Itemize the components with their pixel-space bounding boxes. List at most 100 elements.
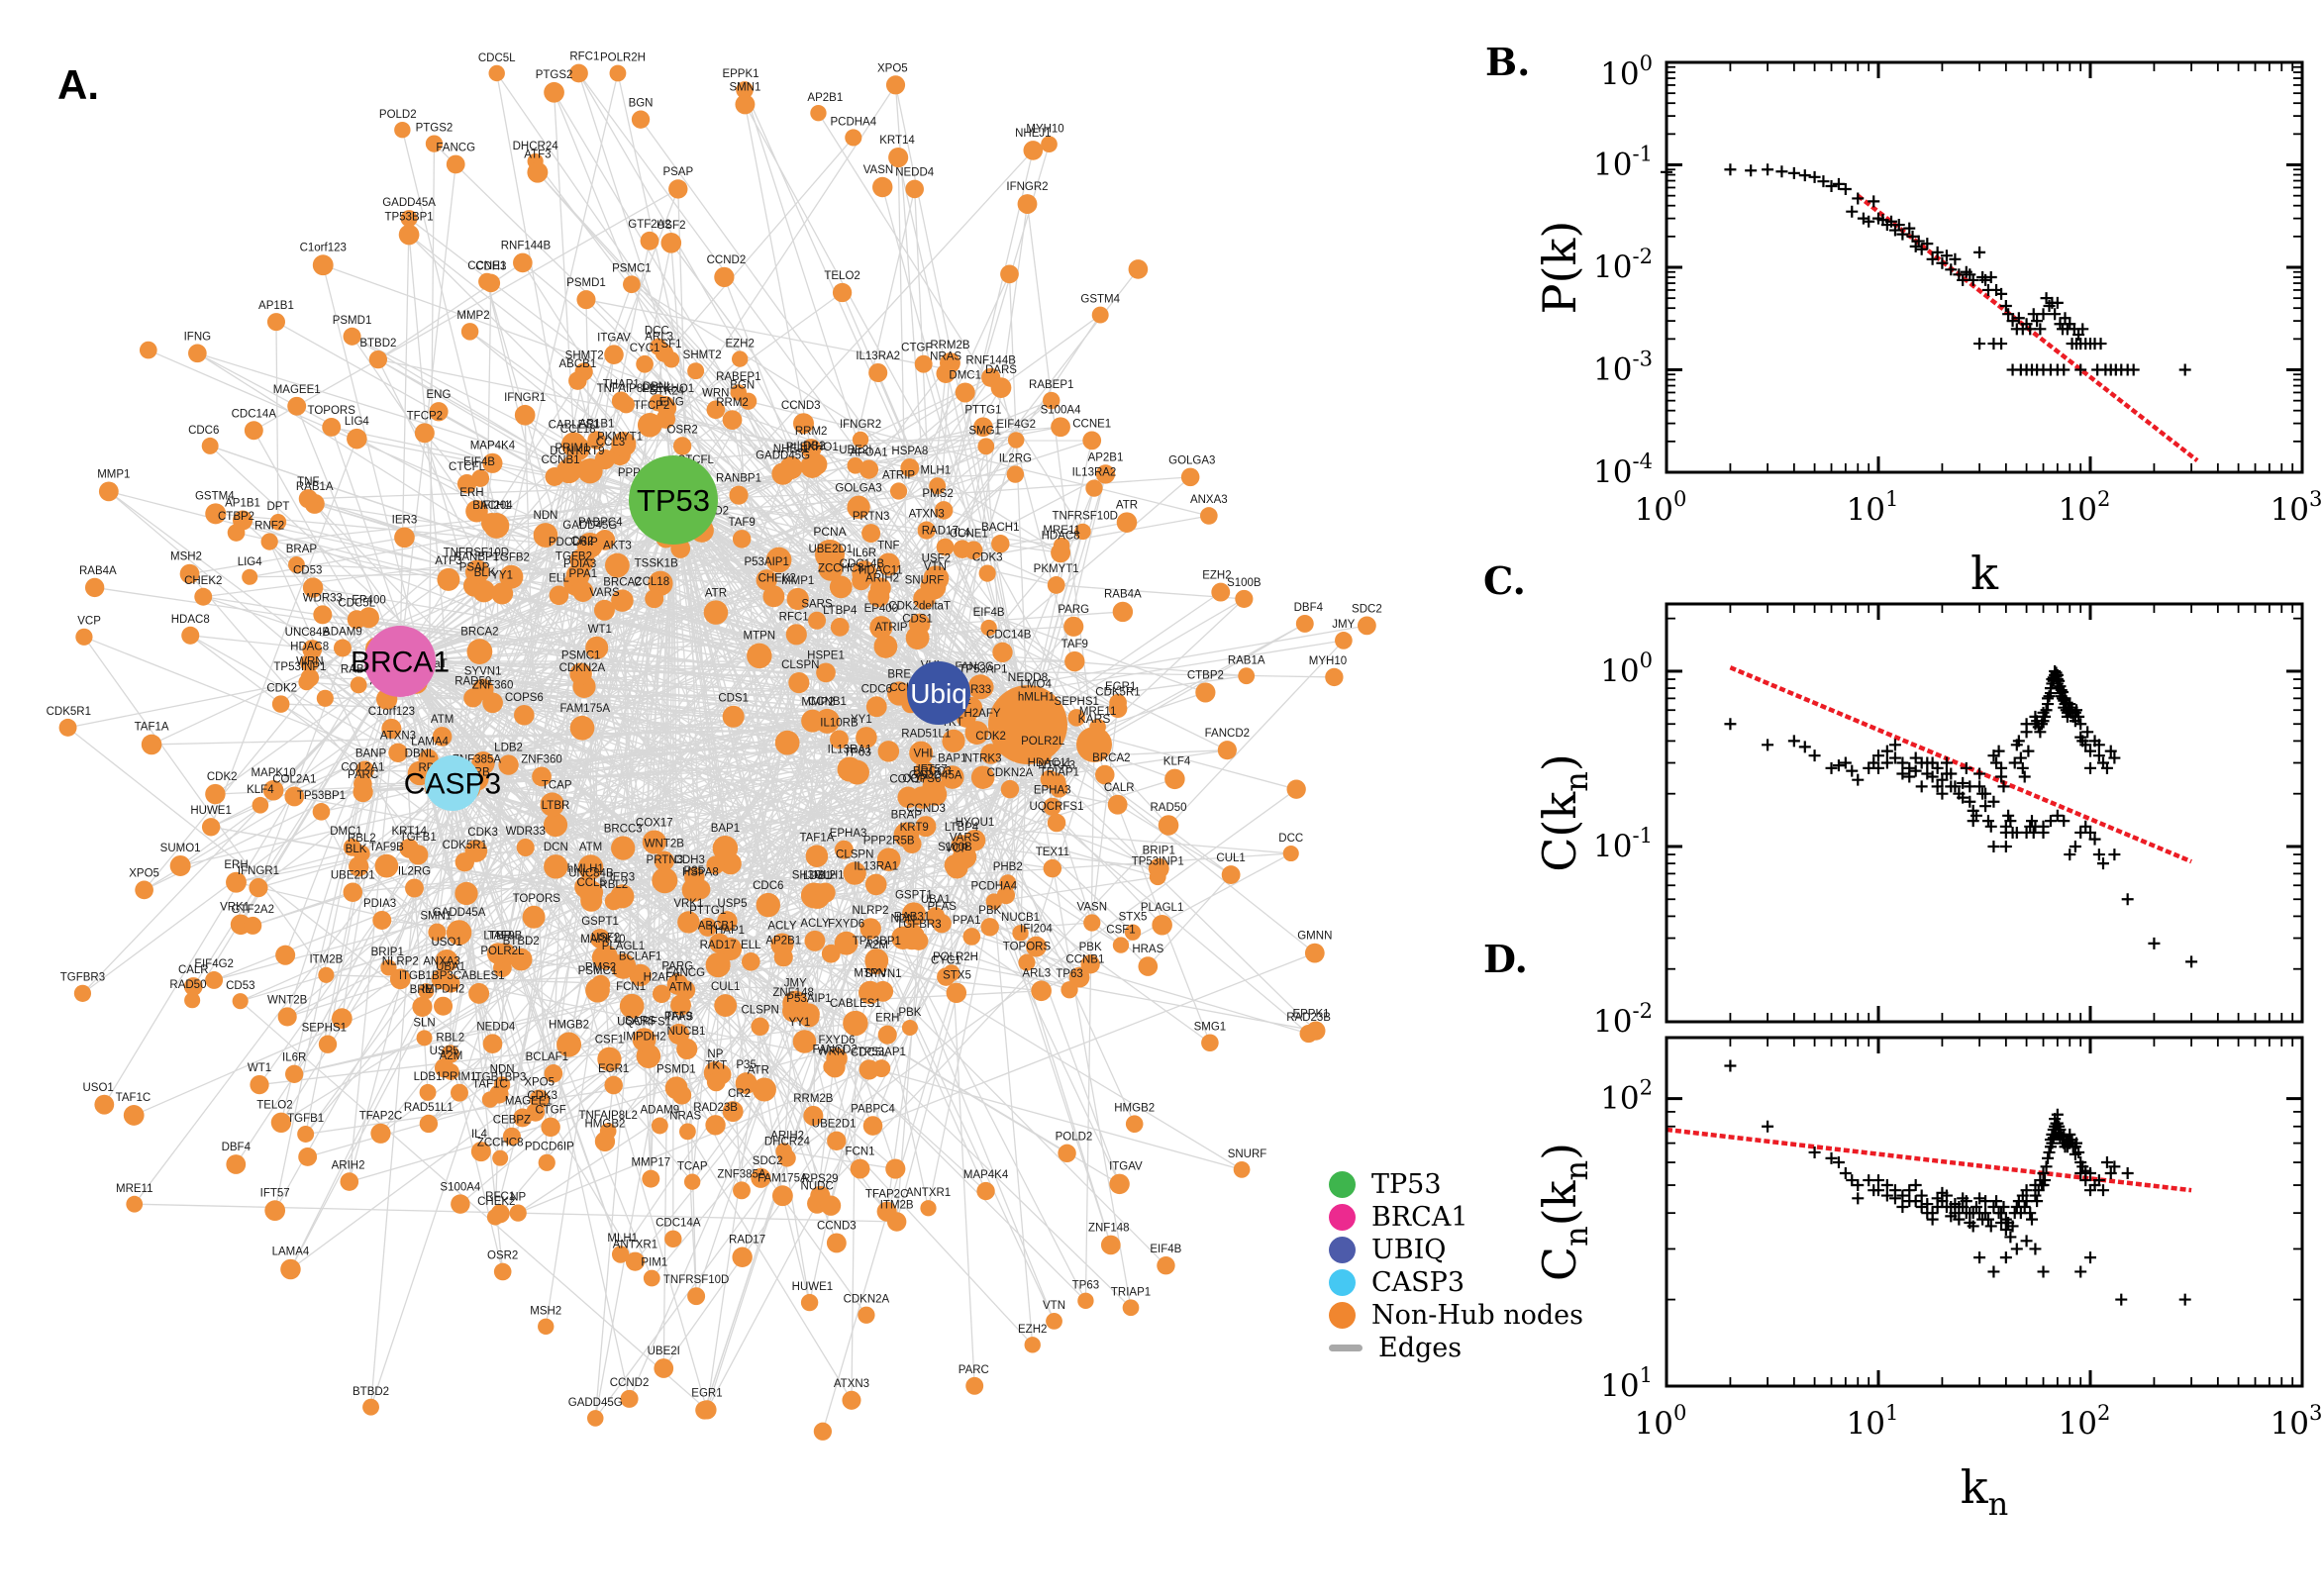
svg-text:CR2: CR2: [728, 1088, 751, 1100]
y-tick-label: 100: [1600, 50, 1653, 92]
x-tick-label: 103: [2271, 486, 2323, 528]
svg-text:IER3: IER3: [392, 514, 418, 526]
svg-text:RRM2: RRM2: [716, 397, 749, 409]
svg-text:CDC5L: CDC5L: [851, 1047, 888, 1058]
svg-text:CDK2: CDK2: [207, 771, 238, 783]
svg-text:SARS: SARS: [801, 599, 833, 611]
svg-text:ANTXR1: ANTXR1: [613, 1240, 657, 1251]
svg-text:PDIA3: PDIA3: [563, 558, 596, 570]
svg-text:SYVN1: SYVN1: [464, 666, 502, 678]
svg-text:CCL18: CCL18: [634, 576, 669, 588]
svg-text:VRK1: VRK1: [673, 898, 703, 910]
svg-text:VASN: VASN: [1077, 901, 1107, 913]
svg-text:DPT: DPT: [266, 501, 289, 513]
svg-text:BRE: BRE: [887, 668, 911, 680]
svg-text:CCND2: CCND2: [610, 1377, 650, 1389]
y-tick-label: 10-2: [1593, 998, 1653, 1040]
svg-text:PFAS: PFAS: [927, 901, 957, 913]
svg-text:PDIA3: PDIA3: [363, 898, 396, 910]
svg-text:PARC: PARC: [959, 1364, 989, 1376]
svg-text:WDR33: WDR33: [506, 826, 546, 838]
svg-text:KRT14: KRT14: [879, 135, 915, 147]
node-swatch-icon: [1329, 1269, 1356, 1296]
svg-text:ZNF148: ZNF148: [1088, 1223, 1130, 1235]
node-swatch-icon: [1329, 1302, 1356, 1329]
svg-text:BLK: BLK: [474, 567, 496, 579]
svg-text:CDC14A: CDC14A: [232, 408, 277, 420]
svg-text:RAD50: RAD50: [1150, 802, 1186, 814]
x-tick-label: 103: [2271, 1400, 2323, 1442]
svg-text:TP63: TP63: [1072, 1280, 1100, 1292]
svg-text:USF2: USF2: [656, 220, 685, 232]
svg-text:KLF4: KLF4: [1163, 756, 1191, 768]
svg-text:CHEK2: CHEK2: [758, 572, 796, 584]
svg-text:HDAC8: HDAC8: [1042, 530, 1080, 542]
svg-text:MMP1: MMP1: [781, 575, 814, 587]
svg-text:MAGEE1: MAGEE1: [273, 384, 321, 396]
svg-text:PMS2: PMS2: [585, 962, 616, 974]
svg-text:ZNF360: ZNF360: [521, 753, 562, 765]
svg-text:RAD50: RAD50: [169, 979, 206, 991]
svg-text:PTTG1: PTTG1: [964, 405, 1001, 417]
svg-text:TRIAP1: TRIAP1: [1040, 767, 1079, 779]
svg-text:MAPK10: MAPK10: [580, 934, 625, 946]
svg-text:XPO5: XPO5: [877, 62, 908, 74]
svg-text:LDB2: LDB2: [494, 742, 523, 753]
svg-text:CDK2: CDK2: [975, 731, 1006, 743]
svg-text:PTGS2: PTGS2: [536, 69, 573, 81]
svg-text:ARIH2: ARIH2: [865, 572, 899, 584]
svg-text:USF2: USF2: [922, 552, 951, 564]
svg-text:EZH2: EZH2: [1018, 1324, 1047, 1336]
svg-text:POLR2L: POLR2L: [1021, 736, 1065, 748]
svg-text:TKT: TKT: [705, 1060, 727, 1072]
svg-text:ANTXR1: ANTXR1: [906, 1187, 951, 1199]
svg-text:WRN: WRN: [818, 1046, 845, 1057]
svg-text:CD53: CD53: [226, 980, 254, 992]
svg-text:ATXN3: ATXN3: [909, 509, 945, 521]
core-node: [1076, 727, 1112, 762]
svg-text:PPA1: PPA1: [953, 915, 981, 927]
svg-text:PTTG1: PTTG1: [689, 905, 726, 917]
svg-text:ACLY: ACLY: [800, 918, 830, 930]
svg-text:S100A4: S100A4: [1041, 404, 1082, 416]
svg-text:GSPT1: GSPT1: [581, 916, 619, 928]
plot-frame: [1665, 1036, 2304, 1388]
svg-text:BRCA2: BRCA2: [1092, 752, 1130, 764]
svg-text:UBE2D1: UBE2D1: [812, 1119, 857, 1131]
svg-text:CCNE1: CCNE1: [950, 528, 988, 540]
svg-text:CLSPN: CLSPN: [781, 659, 819, 671]
svg-text:IFT57: IFT57: [260, 1187, 290, 1199]
svg-text:TGFBR3: TGFBR3: [896, 919, 941, 931]
svg-text:RRM2B: RRM2B: [930, 340, 970, 351]
svg-text:BLK: BLK: [346, 844, 367, 855]
svg-text:PABPC4: PABPC4: [851, 1103, 895, 1115]
svg-text:PCDHA4: PCDHA4: [830, 116, 876, 128]
svg-text:SMN1: SMN1: [420, 911, 452, 923]
x-axis-label-D: kn: [1961, 1460, 2008, 1523]
svg-text:POLR2L: POLR2L: [480, 946, 525, 957]
svg-text:UQCRFS1: UQCRFS1: [1030, 801, 1084, 813]
svg-text:EZH2: EZH2: [725, 338, 754, 349]
legend-label: Edges: [1378, 1333, 1463, 1363]
panel-d-label: D.: [1483, 937, 1528, 981]
svg-text:TAF9: TAF9: [1061, 639, 1088, 650]
svg-text:CDH3: CDH3: [475, 261, 506, 273]
svg-text:ACLY: ACLY: [767, 921, 797, 933]
svg-text:RNF2: RNF2: [254, 520, 284, 532]
svg-text:CCNE1: CCNE1: [1072, 419, 1111, 431]
svg-text:IL4: IL4: [955, 527, 971, 539]
svg-text:ATF3: ATF3: [524, 150, 551, 161]
svg-text:PLAGL1: PLAGL1: [602, 941, 645, 952]
svg-text:PRIM1: PRIM1: [442, 1071, 476, 1083]
svg-text:RANBP1: RANBP1: [716, 473, 761, 485]
svg-text:THAP1: THAP1: [603, 379, 640, 391]
svg-text:COPS6: COPS6: [902, 773, 941, 785]
legend-label: CASP3: [1371, 1267, 1464, 1298]
network-legend: TP53 BRCA1 UBIQ CASP3 Non-Hub nodes Edges: [1329, 1168, 1583, 1364]
svg-text:IL6R: IL6R: [853, 548, 876, 559]
svg-text:PMS2: PMS2: [922, 488, 953, 500]
svg-text:HDAC8: HDAC8: [290, 641, 329, 652]
y-axis-label-C: C(kn​): [1533, 753, 1595, 872]
svg-text:SMG1: SMG1: [1194, 1021, 1227, 1033]
svg-text:TFCP2: TFCP2: [407, 410, 443, 422]
